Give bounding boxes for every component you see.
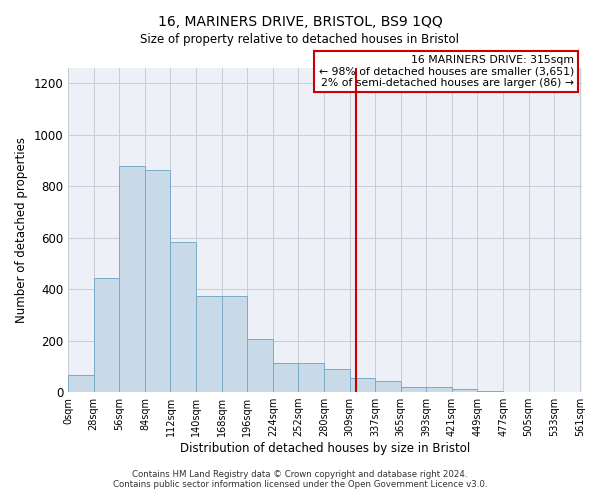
Bar <box>375 382 401 392</box>
Bar <box>247 340 273 392</box>
Text: Size of property relative to detached houses in Bristol: Size of property relative to detached ho… <box>140 32 460 46</box>
Bar <box>170 242 196 392</box>
Bar <box>452 389 478 392</box>
Y-axis label: Number of detached properties: Number of detached properties <box>15 137 28 323</box>
Bar <box>350 378 375 392</box>
Bar <box>324 369 350 392</box>
Text: Contains HM Land Registry data © Crown copyright and database right 2024.
Contai: Contains HM Land Registry data © Crown c… <box>113 470 487 489</box>
Bar <box>221 296 247 392</box>
Bar <box>68 376 94 392</box>
Bar <box>196 296 221 392</box>
Bar <box>401 387 427 392</box>
Bar <box>298 364 324 392</box>
Bar <box>427 388 452 392</box>
Text: 16, MARINERS DRIVE, BRISTOL, BS9 1QQ: 16, MARINERS DRIVE, BRISTOL, BS9 1QQ <box>158 15 442 29</box>
Bar <box>145 170 170 392</box>
Bar <box>478 391 503 392</box>
X-axis label: Distribution of detached houses by size in Bristol: Distribution of detached houses by size … <box>180 442 470 455</box>
Bar <box>94 278 119 392</box>
Text: 16 MARINERS DRIVE: 315sqm
← 98% of detached houses are smaller (3,651)
2% of sem: 16 MARINERS DRIVE: 315sqm ← 98% of detac… <box>319 55 574 88</box>
Bar <box>273 364 298 392</box>
Bar <box>119 166 145 392</box>
